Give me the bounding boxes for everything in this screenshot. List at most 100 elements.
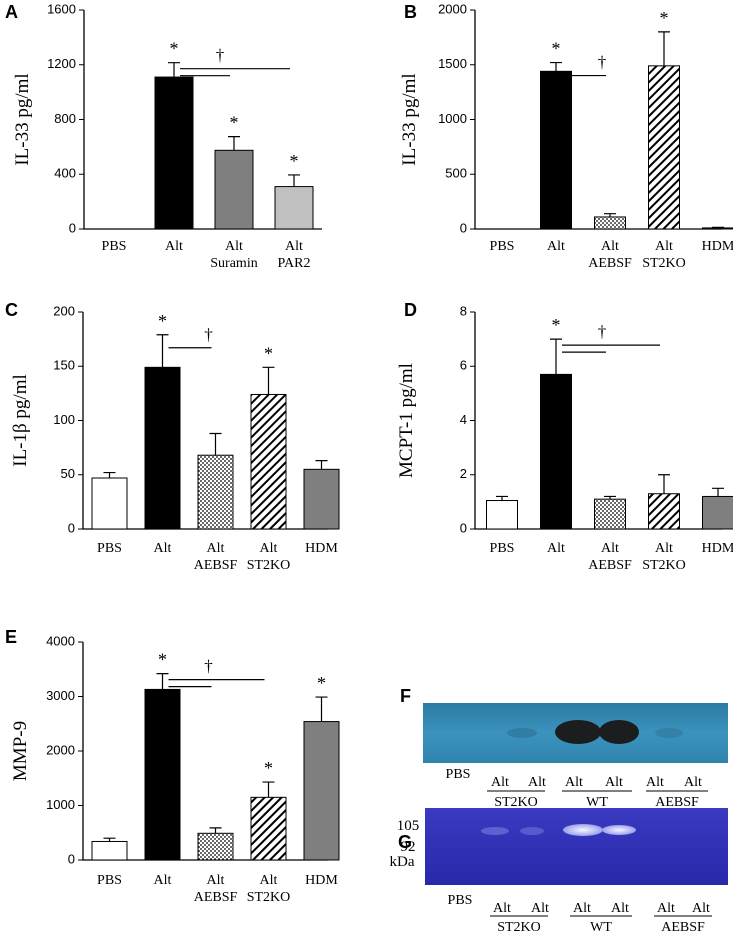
bar	[91, 477, 128, 530]
bar-panels: A 0 400 8 0 0 1200 1600 IL-33 pg/ml PBS Alt Alt Sura…	[5, 1, 733, 905]
x-tick-sublabel: ST2KO	[247, 890, 291, 905]
x-tick-sublabel: ST2KO	[642, 256, 686, 271]
blot-g: G kDa 105 92 PBS Alt Alt Alt Alt Alt Alt ST2KO W…	[390, 808, 728, 934]
significance-star: *	[264, 758, 273, 778]
blot-g-labels: PBS Alt Alt Alt Alt Alt Alt ST2KO WT AEBSF	[448, 893, 712, 934]
significance-star: *	[660, 8, 669, 28]
lane-label: Alt	[684, 775, 702, 790]
error-bar	[658, 31, 670, 66]
x-tick-label: Alt	[225, 239, 243, 254]
y-axis-label: MMP-9	[10, 721, 31, 781]
bar	[154, 76, 194, 230]
y-tick-label: 400	[54, 166, 76, 181]
y-axis-label: MCPT-1 pg/ml	[396, 363, 417, 478]
y-tick-label: 1000	[438, 111, 467, 126]
chart-panel-a: A 0 400 800 1200 1600 IL-33 pg/ml PBS Alt Alt Sura…	[5, 1, 322, 271]
bar	[303, 468, 340, 530]
x-tick-label: Alt	[547, 239, 565, 254]
y-axis-label: IL-1β pg/ml	[10, 374, 31, 467]
y-tick-label: 8	[460, 303, 467, 318]
group-label: ST2KO	[494, 795, 538, 810]
panel-label-a: A	[5, 2, 18, 22]
blot-g-band-wt2	[602, 825, 636, 835]
y-tick-label: 0	[68, 520, 75, 535]
lane-label: Alt	[646, 775, 664, 790]
y-tick-label: 2	[460, 466, 467, 481]
lane-label: Alt	[493, 901, 511, 916]
panel-label-b: B	[404, 2, 417, 22]
x-tick-label: Alt	[260, 541, 278, 556]
lane-label: Alt	[605, 775, 623, 790]
blot-g-gel	[425, 808, 728, 885]
x-tick-label: Alt	[207, 873, 225, 888]
error-bar	[156, 334, 169, 368]
y-tick-label: 4000	[46, 633, 75, 648]
error-bar	[262, 781, 275, 798]
error-bar	[209, 827, 222, 834]
chart-panel-d: D 0 2 4 6 8 MCPT-1 pg/ml PBS Alt Alt AEBSF Alt ST2KO…	[396, 300, 733, 573]
y-axis-label: IL-33 pg/ml	[12, 73, 33, 165]
blot-g-band-wt1	[563, 824, 603, 836]
y-tick-label: 1500	[438, 56, 467, 71]
group-label: WT	[590, 920, 612, 934]
y-tick-label: 0	[69, 220, 76, 235]
x-tick-label: HDM	[305, 541, 338, 556]
x-tick-label: HDM	[702, 541, 733, 556]
x-tick-label: Alt	[285, 239, 303, 254]
x-tick-label: PBS	[490, 541, 515, 556]
axes	[474, 10, 722, 230]
x-tick-sublabel: PAR2	[278, 256, 311, 271]
error-bar	[658, 474, 670, 494]
error-bar	[550, 61, 562, 72]
bar	[250, 796, 287, 861]
y-tick-label: 2000	[438, 1, 467, 16]
bar	[702, 495, 733, 530]
lane-label: Alt	[573, 901, 591, 916]
y-tick-label: 1600	[47, 1, 76, 16]
error-bar	[209, 432, 222, 456]
x-tick-label: Alt	[601, 239, 619, 254]
lane-label: Alt	[565, 775, 583, 790]
blot-f: F PBS Alt Alt Alt Alt Alt Alt ST2KO WT AEBSF	[400, 686, 728, 810]
x-tick-sublabel: AEBSF	[588, 256, 632, 271]
x-tick-label: Alt	[655, 541, 673, 556]
error-bar	[228, 136, 240, 151]
error-bar	[496, 495, 508, 501]
lane-label: Alt	[491, 775, 509, 790]
significance-star: *	[158, 650, 167, 670]
error-bar	[103, 837, 116, 842]
dagger-mark: †	[598, 322, 607, 341]
lane-label: PBS	[446, 767, 471, 782]
dagger-mark: †	[204, 325, 213, 344]
panel-label-g: G	[398, 832, 412, 852]
dagger-mark: †	[204, 657, 213, 676]
chart-panel-b: B 0 500 1000 1500 2000 IL-33 pg/ml PBS Alt Alt AEB…	[399, 1, 733, 271]
marker-92: 92	[401, 839, 416, 855]
lane-label: Alt	[611, 901, 629, 916]
x-tick-label: PBS	[97, 873, 122, 888]
chart-panel-c: C 0 50 100 150 200 IL-1β pg/ml PBS Alt Alt AEBSF Al…	[5, 300, 340, 573]
group-label: WT	[586, 795, 608, 810]
y-tick-label: 1200	[47, 56, 76, 71]
bar	[197, 832, 234, 861]
blot-f-faint-band	[507, 728, 537, 738]
y-tick-label: 0	[460, 220, 467, 235]
group-label: AEBSF	[655, 795, 699, 810]
bar	[214, 149, 254, 230]
x-tick-sublabel: Suramin	[210, 256, 257, 271]
error-bar	[288, 174, 300, 187]
bar	[250, 393, 287, 530]
bar	[486, 500, 518, 530]
y-tick-label: 500	[445, 166, 467, 181]
significance-star: *	[230, 113, 239, 133]
y-tick-label: 200	[53, 303, 75, 318]
bar	[648, 493, 680, 530]
y-tick-label: 0	[460, 520, 467, 535]
bar	[594, 216, 626, 230]
panel-label-d: D	[404, 300, 417, 320]
blot-f-labels: PBS Alt Alt Alt Alt Alt Alt ST2KO WT AEBSF	[446, 767, 708, 810]
significance-star: *	[170, 39, 179, 59]
error-bar	[315, 460, 328, 470]
y-tick-label: 2000	[46, 742, 75, 757]
